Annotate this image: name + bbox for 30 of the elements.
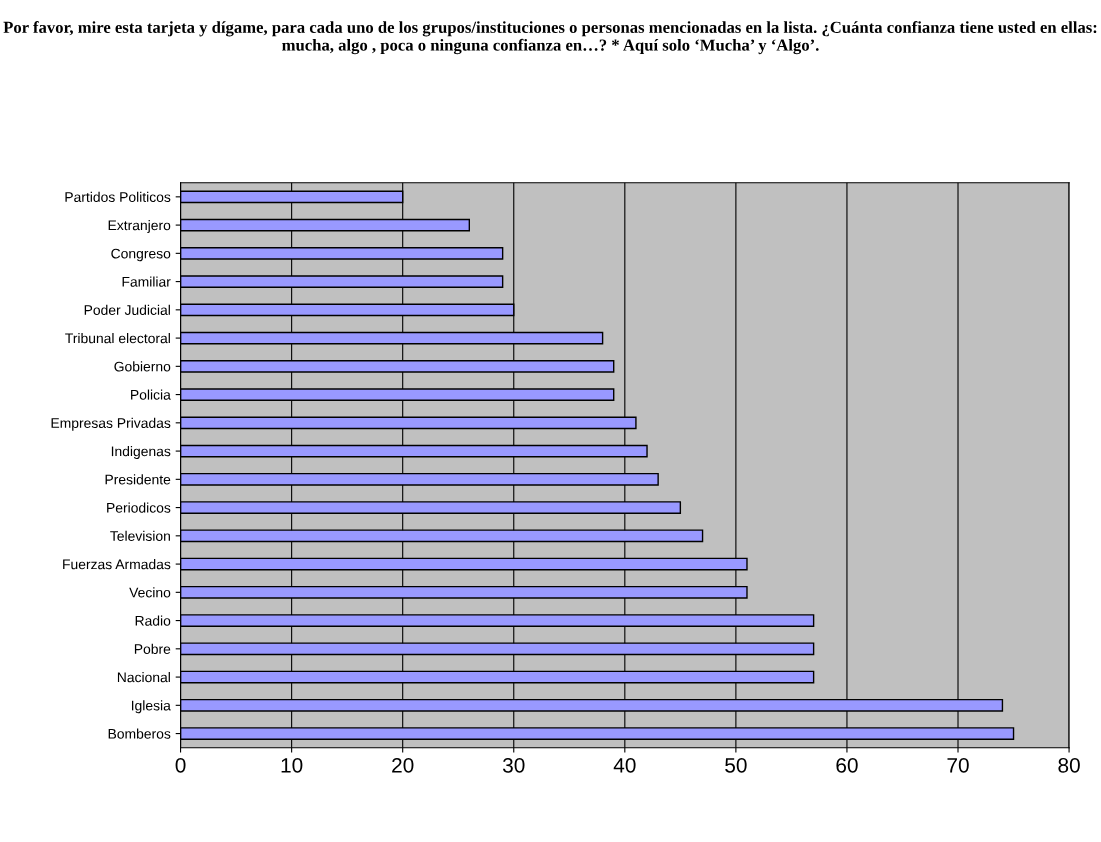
y-tick-label: Pobre xyxy=(134,643,171,654)
y-tick-label: Periodicos xyxy=(107,502,171,513)
x-tick-label: 70 xyxy=(947,757,969,773)
chart-title: Por favor, mire esta tarjeta y dígame, para cada uno de los grupos/instituciones o personas mencionadas en la lista. ¿Cuánta confianza tiene usted en ellas: mucha, algo , poca o ninguna confianza en…? * Aquí solo ‘Mucha’ y ‘Algo’. xyxy=(3,21,1097,55)
y-tick-label: Presidente xyxy=(105,474,171,485)
x-tick-label: 50 xyxy=(725,757,747,773)
x-tick-label: 60 xyxy=(836,757,858,773)
x-tick-label: 20 xyxy=(392,757,414,773)
y-tick-label: Radio xyxy=(135,615,171,626)
y-tick-label: Partidos Politicos xyxy=(65,191,171,203)
x-tick-label: 80 xyxy=(1058,757,1080,773)
x-tick-label: 30 xyxy=(502,757,525,773)
x-tick-label: 40 xyxy=(613,757,636,773)
y-tick-label: Familiar xyxy=(122,276,171,287)
x-tick-label: 0 xyxy=(175,757,186,773)
x-tick-label: 10 xyxy=(281,757,303,773)
y-tick-label: Tribunal electoral xyxy=(65,333,170,344)
y-tick-label: Nacional xyxy=(117,672,170,683)
y-tick-label: Extranjero xyxy=(108,220,171,233)
y-tick-label: Bomberos xyxy=(108,728,171,739)
y-tick-label: Poder Judicial xyxy=(84,304,170,315)
y-tick-label: Policia xyxy=(131,389,171,400)
y-tick-label: Empresas Privadas xyxy=(51,417,171,431)
y-tick-label: Fuerzas Armadas xyxy=(63,559,171,570)
y-tick-label: Congreso xyxy=(111,248,171,262)
y-tick-label: Gobierno xyxy=(114,361,171,372)
y-tick-label: Iglesia xyxy=(131,700,171,714)
y-tick-label: Television xyxy=(110,530,170,541)
y-tick-label: Vecino xyxy=(129,587,171,598)
y-tick-label: Indigenas xyxy=(111,446,171,459)
